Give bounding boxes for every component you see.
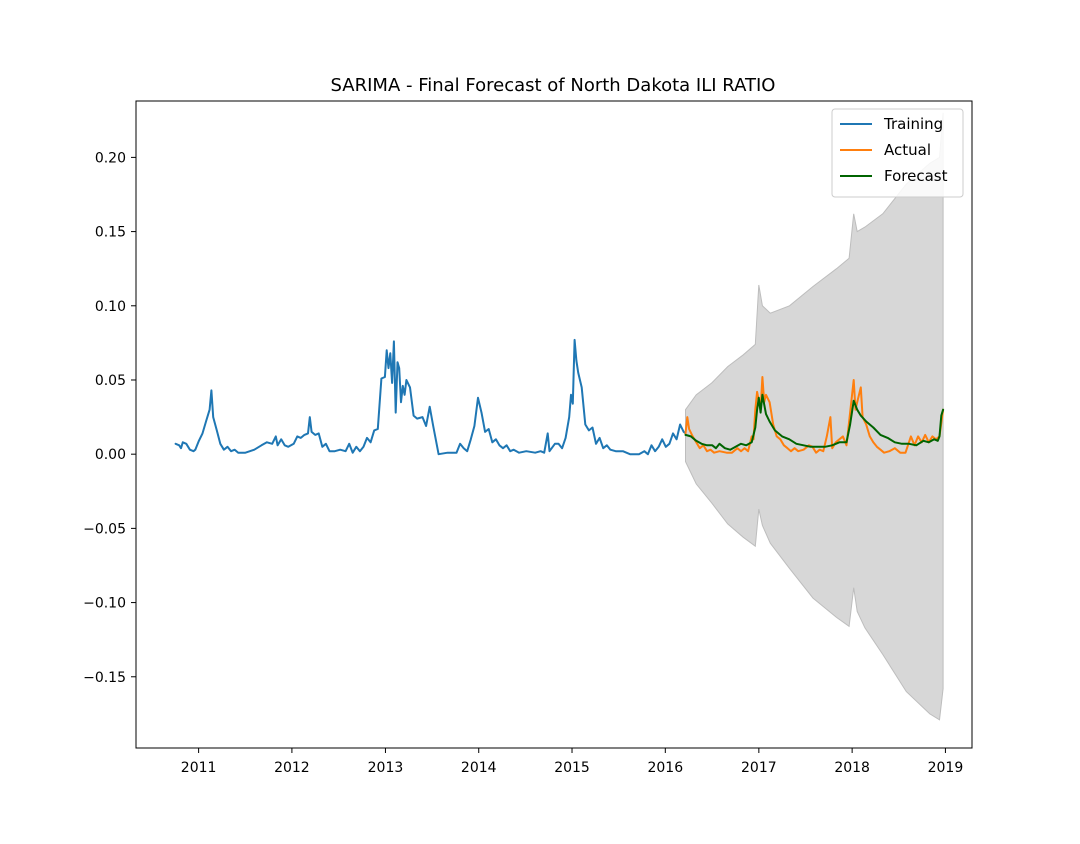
series-line-training <box>174 338 687 456</box>
confidence-band-layer <box>685 112 944 721</box>
legend: Training Actual Forecast <box>831 108 964 198</box>
x-tick-label: 2014 <box>461 760 497 776</box>
x-tick-label: 2013 <box>368 760 404 776</box>
x-tick-label: 2019 <box>928 760 964 776</box>
x-tick-label: 2018 <box>834 760 870 776</box>
x-tick-label: 2016 <box>647 760 683 776</box>
x-axis: 2011 2012 2013 2014 2015 2016 2017 2018 2019 <box>181 748 963 776</box>
y-tick-label: 0.20 <box>95 150 126 166</box>
legend-label: Forecast <box>884 167 948 185</box>
series-layer <box>174 338 945 456</box>
y-tick-label: 0.00 <box>95 447 126 463</box>
y-tick-label: −0.10 <box>83 596 126 612</box>
y-tick-label: 0.05 <box>95 373 126 389</box>
x-tick-label: 2011 <box>181 760 217 776</box>
y-tick-label: 0.15 <box>95 225 126 241</box>
legend-label: Actual <box>884 141 931 159</box>
y-tick-label: 0.10 <box>95 299 126 315</box>
series-line-forecast <box>684 393 945 451</box>
legend-label: Training <box>883 115 943 133</box>
y-tick-label: −0.05 <box>83 521 126 537</box>
y-axis: 0.20 0.15 0.10 0.05 0.00 −0.05 −0.10 −0.15 <box>83 150 136 686</box>
chart-title: SARIMA - Final Forecast of North Dakota … <box>331 75 776 96</box>
confidence-band <box>685 112 944 721</box>
y-tick-label: −0.15 <box>83 670 126 686</box>
x-tick-label: 2017 <box>741 760 777 776</box>
plot-frame <box>135 100 973 749</box>
x-tick-label: 2015 <box>554 760 590 776</box>
x-tick-label: 2012 <box>274 760 310 776</box>
